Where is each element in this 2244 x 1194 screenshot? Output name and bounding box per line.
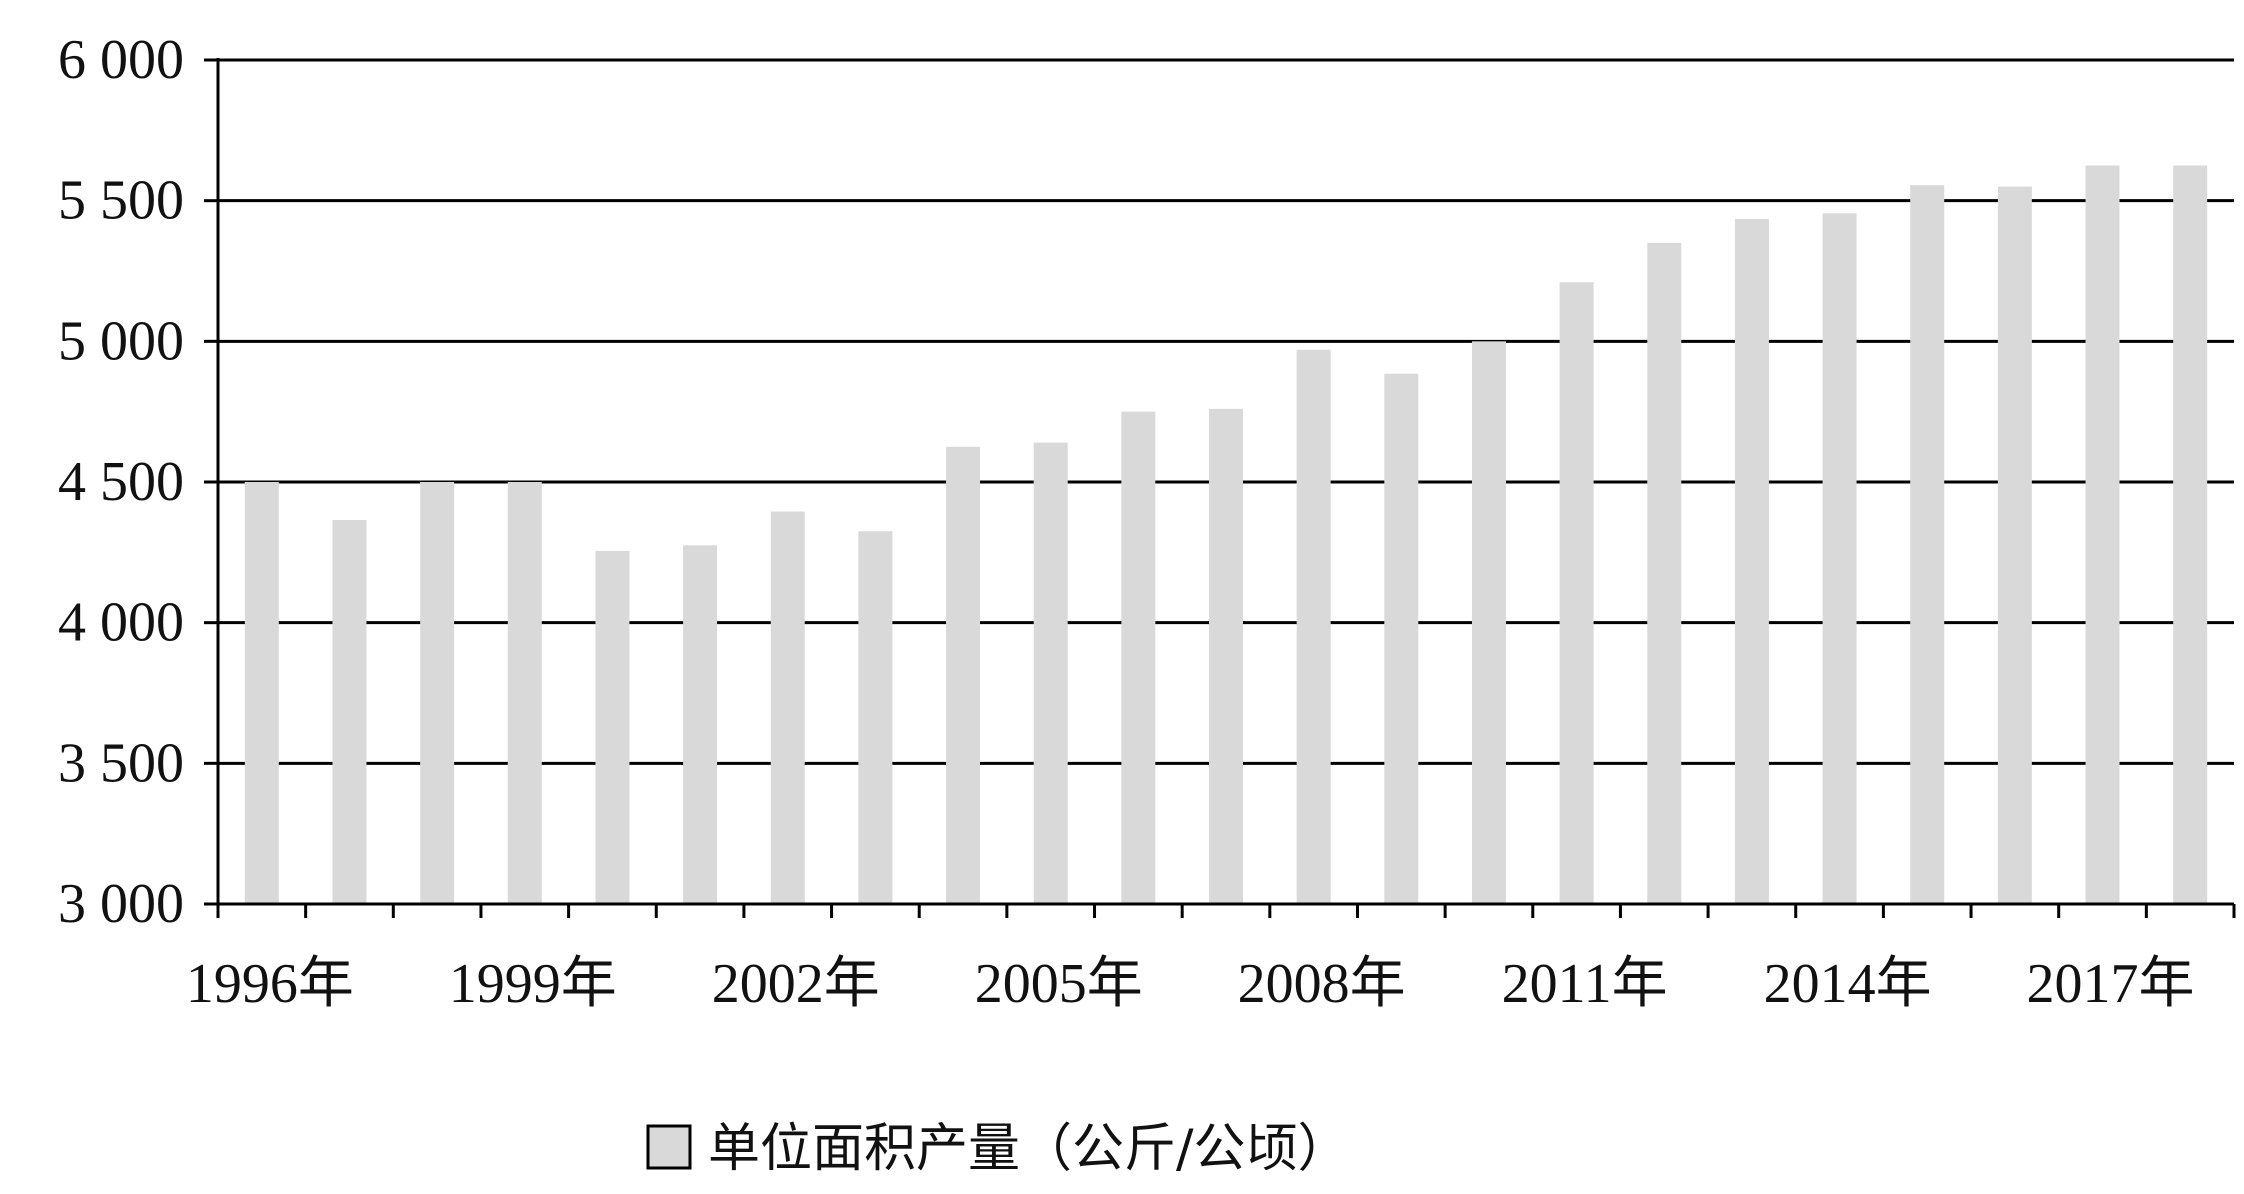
bar xyxy=(1296,349,1331,905)
bar xyxy=(1997,186,2032,905)
bar xyxy=(1910,185,1945,904)
bar xyxy=(1734,218,1769,904)
y-tick-label: 3 500 xyxy=(58,732,184,794)
bar xyxy=(946,446,981,904)
legend-label: 单位面积产量（公斤/公顷） xyxy=(708,1119,1350,1179)
y-tick-labels: 3 000 3 500 4 000 4 500 5 000 5 500 6 000 xyxy=(58,29,184,935)
bar xyxy=(683,545,718,904)
legend: 单位面积产量（公斤/公顷） xyxy=(646,1119,1350,1179)
bar xyxy=(2085,165,2120,904)
y-tick-label: 6 000 xyxy=(58,29,184,91)
bar xyxy=(1033,442,1068,904)
bar xyxy=(1647,242,1682,904)
axes xyxy=(216,58,2236,918)
bar xyxy=(244,482,279,904)
x-tick-label: 2002年 xyxy=(712,953,880,1015)
y-tick-label: 5 000 xyxy=(58,310,184,372)
y-tick-label: 5 500 xyxy=(58,170,184,232)
bars xyxy=(244,165,2208,905)
bar xyxy=(1559,282,1594,905)
bar xyxy=(1209,408,1243,904)
legend-swatch xyxy=(646,1124,692,1170)
x-tick-label: 2005年 xyxy=(975,953,1143,1015)
x-tick-label: 1999年 xyxy=(449,953,617,1015)
x-tick-labels: 1996年 1999年 2002年 2005年 2008年 2011年 2014年 2017年 xyxy=(186,953,2195,1015)
x-tick-label: 2011年 xyxy=(1502,953,1668,1015)
bar xyxy=(1822,213,1857,904)
x-tick-label: 2017年 xyxy=(2027,953,2195,1015)
x-tick-label: 1996年 xyxy=(186,953,354,1015)
bar xyxy=(595,550,630,904)
bar xyxy=(2173,165,2208,904)
bar xyxy=(770,511,805,904)
x-tick-label: 2008年 xyxy=(1238,953,1406,1015)
bar xyxy=(858,531,893,904)
bar xyxy=(507,482,542,904)
y-tick-label: 3 000 xyxy=(58,873,184,935)
bar xyxy=(332,519,367,904)
y-tick-label: 4 500 xyxy=(58,451,184,513)
x-tick-label: 2014年 xyxy=(1764,953,1932,1015)
bar xyxy=(1121,411,1156,904)
bar xyxy=(420,482,455,904)
y-tick-label: 4 000 xyxy=(58,592,184,654)
bar xyxy=(1471,341,1506,904)
bar xyxy=(1384,373,1419,905)
